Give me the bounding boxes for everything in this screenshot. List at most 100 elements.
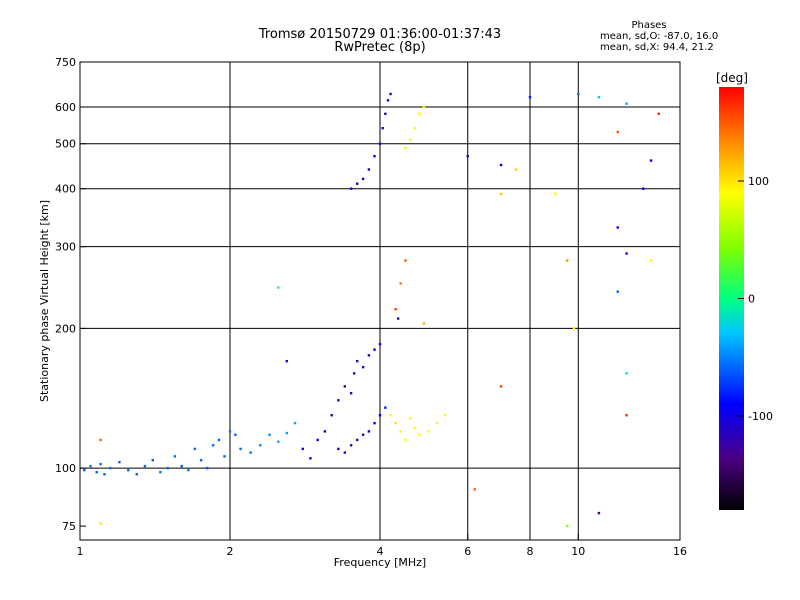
data-point — [616, 130, 619, 134]
data-point — [349, 444, 353, 447]
data-point — [642, 187, 645, 190]
data-point — [223, 455, 226, 458]
data-point — [367, 168, 371, 171]
data-point — [234, 433, 237, 436]
colorbar-ticks: 100 0 -100 — [738, 175, 773, 423]
data-point — [143, 464, 147, 468]
data-point — [159, 470, 162, 474]
data-point — [435, 421, 438, 425]
data-point — [389, 414, 392, 417]
data-point — [625, 252, 628, 255]
data-point — [83, 468, 86, 472]
x-axis-label: Frequency [MHz] — [334, 556, 426, 569]
data-point — [285, 431, 288, 435]
data-point — [301, 447, 305, 451]
data-point — [249, 451, 252, 454]
data-point — [103, 473, 106, 476]
data-point — [649, 259, 653, 262]
data-point — [180, 464, 183, 468]
x-tick-label: 6 — [464, 545, 471, 558]
data-point — [109, 466, 112, 470]
data-point — [99, 522, 102, 525]
data-point — [323, 430, 327, 433]
data-point — [384, 406, 387, 409]
x-tick-label: 2 — [227, 545, 234, 558]
y-tick-label: 100 — [55, 462, 76, 475]
data-point — [378, 414, 382, 417]
data-point — [404, 438, 407, 442]
data-point — [373, 421, 376, 425]
data-point — [616, 290, 619, 293]
data-point — [355, 438, 359, 442]
data-point — [349, 392, 353, 395]
data-point — [373, 348, 376, 351]
data-point — [565, 259, 569, 262]
data-point — [355, 182, 359, 185]
y-tick-label: 400 — [55, 183, 76, 196]
colorbar-label: [deg] — [716, 71, 748, 85]
x-tick-label: 1 — [77, 545, 84, 558]
data-point — [413, 426, 417, 430]
data-point — [413, 127, 417, 130]
data-point — [514, 168, 518, 171]
data-point — [367, 430, 371, 433]
data-point — [399, 430, 402, 433]
data-point — [268, 433, 271, 436]
data-point — [625, 414, 628, 417]
scatter-points — [83, 92, 660, 528]
data-point — [118, 460, 121, 464]
data-point — [625, 102, 628, 105]
chart-title: Tromsø 20150729 01:36:00-01:37:43 — [258, 27, 502, 42]
x-tick-label: 4 — [377, 545, 384, 558]
phase-summary-title: Phases — [631, 20, 667, 31]
data-point — [378, 342, 382, 346]
data-point — [330, 414, 333, 417]
data-point — [309, 457, 312, 460]
data-point — [597, 95, 601, 99]
data-point — [554, 192, 557, 196]
colorbar-tick-label: 0 — [748, 293, 755, 306]
data-point — [361, 433, 365, 436]
data-point — [381, 127, 384, 130]
data-point — [173, 455, 177, 458]
data-point — [349, 187, 353, 190]
y-axis-label: Stationary phase Virtual Height [km] — [38, 200, 51, 402]
data-point — [355, 359, 359, 363]
data-point — [565, 524, 569, 528]
colorbar-tick-label: 100 — [748, 175, 769, 188]
data-point — [422, 322, 426, 325]
data-point — [316, 438, 319, 442]
data-point — [443, 414, 447, 417]
data-point — [572, 327, 576, 330]
data-point — [597, 511, 601, 515]
data-point — [199, 459, 203, 462]
data-point — [577, 92, 580, 96]
y-tick-label: 750 — [55, 56, 76, 69]
data-point — [418, 112, 421, 116]
y-tick-label: 200 — [55, 322, 76, 335]
data-point — [352, 372, 356, 375]
data-point — [277, 286, 280, 289]
data-point — [95, 470, 98, 474]
y-axis-ticks: 75 100 200 300 400 500 600 750 — [55, 56, 86, 533]
grid-lines — [80, 62, 680, 540]
data-point — [399, 282, 402, 285]
x-tick-label: 10 — [571, 545, 585, 558]
colorbar-tick-label: -100 — [748, 410, 773, 423]
data-point — [151, 459, 155, 462]
phase-summary: Phases mean, sd,O: -87.0, 16.0 mean, sd,… — [600, 20, 718, 53]
data-point — [361, 177, 365, 181]
data-point — [217, 438, 221, 442]
data-point — [239, 447, 242, 451]
data-point — [499, 192, 503, 196]
data-point — [427, 430, 430, 433]
data-point — [89, 464, 92, 468]
chart-subtitle: RwPretec (8p) — [334, 40, 426, 55]
data-point — [657, 112, 660, 116]
data-point — [394, 307, 397, 311]
data-point — [386, 99, 390, 102]
x-tick-label: 16 — [673, 545, 687, 558]
data-point — [389, 92, 392, 96]
data-point — [135, 473, 138, 476]
